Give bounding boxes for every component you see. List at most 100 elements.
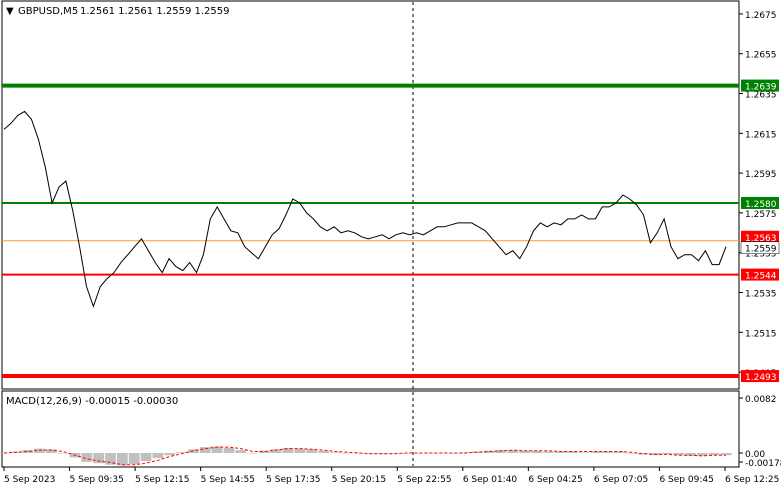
macd-histogram-bar bbox=[685, 453, 696, 456]
macd-histogram-bar bbox=[543, 451, 554, 453]
macd-histogram-bar bbox=[81, 453, 93, 462]
time-tick-label: 6 Sep 07:05 bbox=[594, 475, 648, 485]
overlapped-price-tag bbox=[741, 230, 779, 243]
time-tick-label: 5 Sep 20:15 bbox=[332, 475, 386, 485]
time-tick-label: 6 Sep 04:25 bbox=[528, 475, 582, 485]
macd-histogram-bar bbox=[661, 453, 673, 455]
price-tick-label: 1.2575 bbox=[745, 210, 777, 220]
macd-histogram-bar bbox=[270, 449, 282, 453]
macd-histogram-bar bbox=[341, 453, 353, 454]
macd-histogram-bar bbox=[22, 450, 34, 453]
time-tick-label: 6 Sep 09:45 bbox=[659, 475, 713, 485]
macd-tick-label: -0.00178 bbox=[745, 459, 781, 469]
price-tick-label: 1.2555 bbox=[745, 250, 777, 260]
level-price-label: 1.2493 bbox=[745, 373, 777, 383]
price-tick-label: 1.2655 bbox=[745, 51, 777, 61]
macd-label: MACD(12,26,9) -0.00015 -0.00030 bbox=[6, 396, 178, 407]
level-price-label: 1.2580 bbox=[745, 200, 777, 210]
macd-histogram-bar bbox=[45, 449, 57, 453]
time-tick-label: 5 Sep 09:35 bbox=[70, 475, 124, 485]
macd-histogram-bar bbox=[353, 453, 365, 454]
macd-histogram-bar bbox=[696, 453, 708, 456]
time-tick-label: 6 Sep 01:40 bbox=[463, 475, 518, 485]
macd-histogram-bar bbox=[472, 451, 483, 453]
price-tick-label: 1.2595 bbox=[745, 170, 777, 180]
macd-series bbox=[0, 446, 732, 466]
macd-histogram-bar bbox=[140, 453, 152, 461]
macd-histogram-bar bbox=[412, 453, 424, 454]
macd-histogram-bar bbox=[377, 453, 389, 454]
macd-signal-line bbox=[3, 446, 726, 466]
macd-histogram-bar bbox=[507, 450, 519, 453]
macd-histogram-bar bbox=[282, 447, 294, 453]
ohlc-readout: 1.2561 1.2561 1.2559 1.2559 bbox=[80, 6, 230, 17]
overlapped-price-label: 1.2563 bbox=[745, 234, 777, 244]
macd-histogram-bar bbox=[152, 453, 164, 459]
price-tick-label: 1.2535 bbox=[745, 289, 777, 299]
macd-histogram-bar bbox=[578, 452, 590, 453]
level-price-tag bbox=[741, 370, 779, 383]
price-series bbox=[3, 110, 727, 308]
level-price-tag bbox=[741, 268, 779, 281]
macd-histogram-bar bbox=[602, 451, 613, 453]
price-line bbox=[3, 110, 727, 308]
macd-histogram-bar bbox=[247, 453, 258, 454]
macd-histogram-bar bbox=[128, 453, 140, 464]
macd-histogram-bar bbox=[483, 450, 495, 453]
macd-histogram-bar bbox=[614, 451, 625, 453]
menu-arrow-icon[interactable]: ▼ bbox=[6, 6, 14, 17]
macd-histogram-bar bbox=[708, 453, 720, 456]
price-axis[interactable]: 1.26751.26551.26351.26151.25951.25751.25… bbox=[739, 11, 777, 379]
macd-histogram-bar bbox=[554, 451, 566, 453]
macd-histogram-bar bbox=[495, 450, 507, 453]
time-axis[interactable]: 5 Sep 2023 5 Sep 09:35 5 Sep 12:15 5 Sep 14… bbox=[3, 467, 779, 485]
macd-subwindow-frame bbox=[1, 390, 740, 468]
level-price-label: 1.2544 bbox=[745, 272, 777, 282]
macd-axis: 0.0082 0.00-0.00178 bbox=[739, 395, 781, 469]
macd-histogram-bar bbox=[235, 450, 247, 453]
macd-histogram-bar bbox=[34, 448, 45, 453]
macd-histogram-bar bbox=[116, 453, 128, 466]
macd-histogram-bar bbox=[164, 453, 176, 456]
price-tick-label: 1.2675 bbox=[745, 11, 777, 21]
macd-tick-label: 0.0082 bbox=[745, 395, 777, 405]
macd-histogram-bar bbox=[448, 453, 460, 454]
time-tick-label: 6 Sep 12:25 bbox=[725, 475, 779, 485]
macd-histogram-bar bbox=[93, 453, 105, 464]
macd-histogram-bar bbox=[519, 450, 531, 453]
macd-histogram-bar bbox=[531, 450, 542, 453]
macd-histogram-bar bbox=[673, 453, 684, 456]
macd-histogram-bar bbox=[625, 453, 637, 454]
macd-histogram-bar bbox=[637, 453, 649, 455]
time-tick-label: 5 Sep 2023 bbox=[4, 475, 55, 485]
level-price-tag bbox=[741, 79, 779, 92]
main-chart-frame bbox=[1, 0, 740, 390]
time-tick-label: 5 Sep 17:35 bbox=[266, 475, 320, 485]
price-tick-label: 1.2515 bbox=[745, 329, 777, 339]
time-tick-label: 5 Sep 22:55 bbox=[397, 475, 451, 485]
level-price-label: 1.2639 bbox=[745, 83, 777, 93]
macd-histogram-bar bbox=[306, 449, 318, 453]
macd-histogram-bar bbox=[57, 453, 69, 454]
macd-histogram-bar bbox=[330, 452, 341, 453]
symbol-label: GBPUSD,M5 bbox=[18, 6, 78, 17]
current-price-label: 1.2559 bbox=[745, 245, 777, 255]
macd-histogram-bar bbox=[590, 451, 602, 453]
macd-tick-label: 0.00 bbox=[745, 450, 765, 460]
macd-histogram-bar bbox=[318, 450, 329, 453]
level-price-tag bbox=[741, 196, 779, 209]
price-tick-label: 1.2615 bbox=[745, 130, 777, 140]
price-tick-label: 1.2635 bbox=[745, 91, 777, 101]
current-price-tag bbox=[740, 241, 780, 254]
time-tick-label: 5 Sep 14:55 bbox=[201, 475, 255, 485]
macd-histogram-bar bbox=[294, 448, 306, 453]
macd-histogram-bar bbox=[259, 450, 270, 453]
macd-histogram-bar bbox=[176, 452, 187, 453]
macd-histogram-bar bbox=[223, 447, 235, 453]
macd-histogram-bar bbox=[199, 447, 211, 453]
macd-histogram-bar bbox=[105, 453, 116, 465]
macd-histogram-bar bbox=[566, 451, 578, 453]
